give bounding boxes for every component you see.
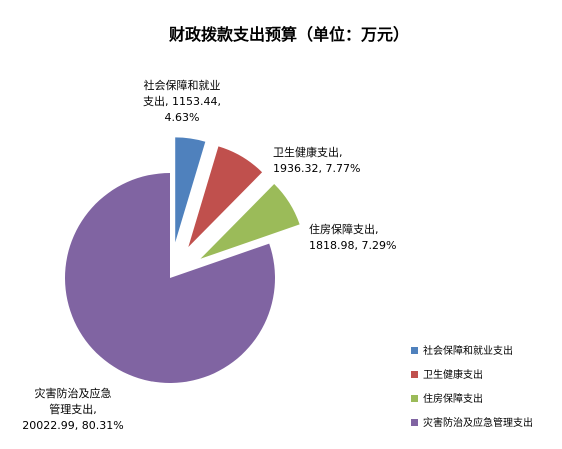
data-label-line: 20022.99, 80.31% — [22, 419, 123, 432]
legend-swatch-social-security — [411, 347, 418, 354]
data-label-line: 4.63% — [165, 111, 200, 124]
data-label-line: 1936.32, 7.77% — [273, 162, 360, 175]
chart-title: 财政拨款支出预算（单位：万元） — [168, 25, 409, 44]
data-label-line: 卫生健康支出, — [273, 145, 343, 159]
data-labels: 社会保障和就业支出, 1153.44, 4.63% 卫生健康支出, 1936.32, … — [22, 78, 396, 432]
data-label-line: 社会保障和就业 — [144, 78, 221, 92]
legend-label-health: 卫生健康支出 — [423, 368, 483, 381]
pie-slices — [65, 137, 300, 384]
pie-slice-disaster-prevention — [65, 173, 276, 384]
legend-swatch-disaster-prevention — [411, 419, 418, 426]
pie-slice-health — [188, 146, 263, 248]
pie-slice-housing — [200, 184, 300, 259]
pie-slice-social-security — [175, 137, 206, 243]
data-label-social-security: 社会保障和就业支出, 1153.44, 4.63% — [143, 78, 221, 124]
legend-swatch-health — [411, 371, 418, 378]
legend-label-housing: 住房保障支出 — [423, 392, 483, 405]
data-label-housing: 住房保障支出, 1818.98, 7.29% — [309, 222, 396, 252]
data-label-line: 支出, 1153.44, — [143, 94, 221, 108]
data-label-disaster-prevention: 灾害防治及应急管理支出, 20022.99, 80.31% — [22, 386, 123, 432]
data-label-line: 灾害防治及应急 — [35, 386, 112, 400]
legend-label-social-security: 社会保障和就业支出 — [423, 344, 513, 357]
data-label-line: 住房保障支出, — [309, 222, 379, 236]
data-label-line: 1818.98, 7.29% — [309, 239, 396, 252]
legend-label-disaster-prevention: 灾害防治及应急管理支出 — [423, 416, 533, 429]
data-label-line: 管理支出, — [49, 402, 97, 416]
data-label-health: 卫生健康支出, 1936.32, 7.77% — [273, 145, 360, 175]
legend-swatch-housing — [411, 395, 418, 402]
